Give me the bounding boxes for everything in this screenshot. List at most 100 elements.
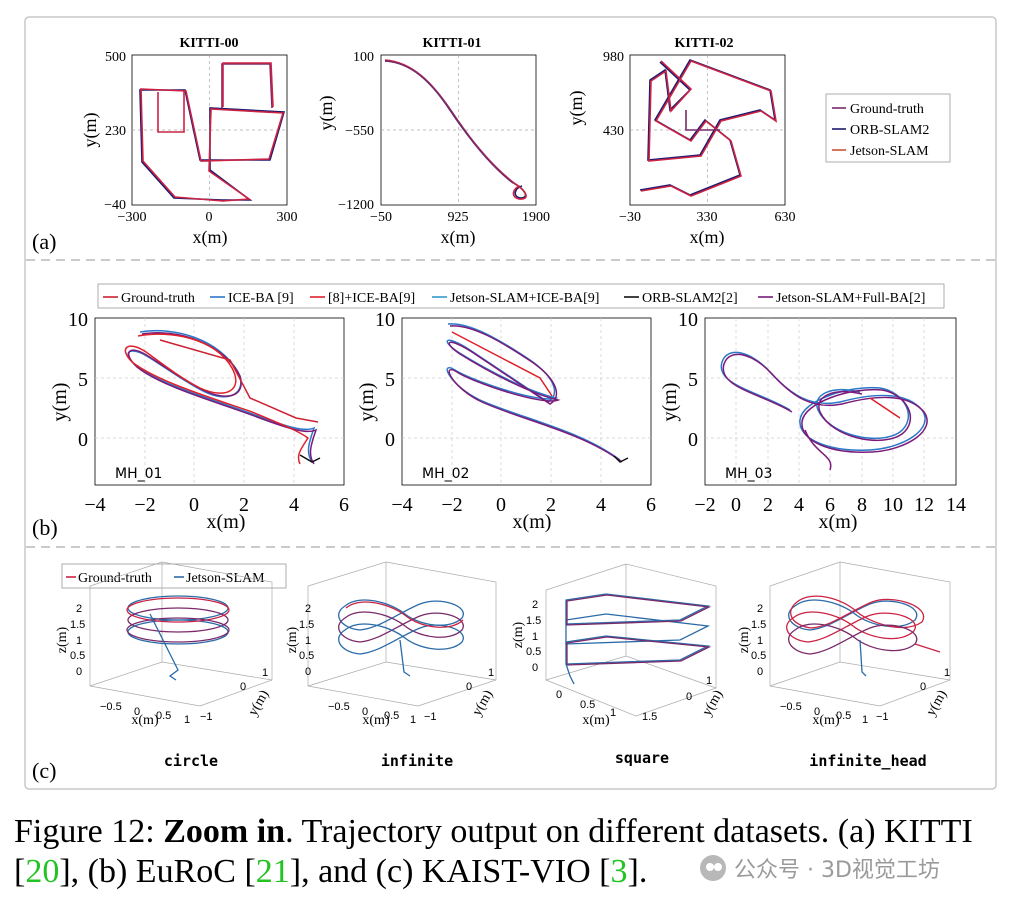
x-axis-label: x(m)	[819, 511, 858, 533]
caption-bold: Zoom in	[163, 813, 286, 850]
z-axis-label: z(m)	[55, 626, 70, 653]
mh-03-trajectories	[720, 351, 928, 471]
y-tick: 5	[78, 369, 88, 391]
svg-text:1.5: 1.5	[751, 619, 766, 631]
watermark-text: 公众号 · 3D视觉工坊	[734, 858, 940, 883]
svg-text:1.5: 1.5	[70, 619, 85, 631]
y-tick: 430	[603, 124, 624, 139]
panel-c-label: (c)	[32, 758, 56, 783]
x-axis-label: x(m)	[582, 713, 610, 728]
x-tick: −4	[391, 494, 412, 516]
x-tick: 12	[914, 494, 934, 516]
svg-text:1: 1	[757, 635, 763, 647]
square-label: square	[615, 749, 669, 767]
svg-text:−0.5: −0.5	[328, 701, 350, 713]
legend-panel-a: Ground-truth ORB-SLAM2 Jetson-SLAM	[825, 93, 951, 163]
figure-caption: Figure 12: Zoom in. Trajectory output on…	[14, 813, 973, 890]
svg-text:2: 2	[757, 603, 763, 615]
svg-text:1: 1	[76, 635, 82, 647]
y-tick: 100	[353, 50, 374, 65]
panel-b: (b) Ground-truth ICE-BA [9] [8]+ICE-BA[9…	[32, 283, 966, 540]
x-axis-label: x(m)	[207, 511, 246, 533]
svg-text:0.5: 0.5	[580, 699, 595, 711]
svg-text:2: 2	[305, 603, 311, 615]
plot-3d-infinite: z(m) x(m) y(m) 2 1.5 1 0.5 0 −0.5 0 0.5 1 −1 0 1 in…	[285, 561, 496, 770]
figure-frame	[24, 16, 997, 790]
svg-text:1.5: 1.5	[299, 619, 314, 631]
svg-text:1: 1	[610, 707, 616, 719]
x-axis-label: x(m)	[812, 713, 840, 728]
caption-text: .	[638, 853, 648, 890]
y-axis-label: y(m)	[80, 113, 101, 148]
kitti-00-trajectories	[139, 62, 286, 202]
y-tick: −40	[104, 198, 126, 213]
square-trajectories	[565, 593, 712, 685]
legend-item: Ground-truth	[78, 571, 152, 586]
x-axis-label: x(m)	[513, 511, 552, 533]
x-tick: 6	[646, 494, 656, 516]
svg-text:0: 0	[556, 689, 562, 701]
infinite-trajectories	[338, 599, 464, 677]
svg-text:1: 1	[262, 667, 268, 679]
x-tick: 330	[697, 210, 718, 225]
x-tick: 8	[857, 494, 867, 516]
x-tick: 925	[448, 210, 469, 225]
circle-trajectories	[126, 595, 230, 681]
svg-text:0: 0	[466, 681, 472, 693]
y-tick: 5	[385, 369, 395, 391]
kitti-02-title: KITTI-02	[674, 36, 733, 51]
x-axis-label: x(m)	[690, 227, 725, 248]
y-axis-label: y(m)	[49, 383, 71, 422]
svg-text:−0.5: −0.5	[780, 701, 802, 713]
y-tick: −550	[345, 124, 374, 139]
svg-text:0.5: 0.5	[70, 650, 85, 662]
y-axis-label: y(m)	[924, 687, 951, 718]
z-axis-label: z(m)	[285, 626, 300, 653]
y-tick: 10	[68, 309, 88, 331]
x-tick: 4	[289, 494, 299, 516]
svg-text:−1: −1	[876, 711, 889, 723]
x-tick: 4	[596, 494, 606, 516]
y-tick: 5	[688, 369, 698, 391]
x-tick: 10	[883, 494, 903, 516]
svg-text:0.5: 0.5	[299, 650, 314, 662]
mh-02-label: MH_02	[422, 466, 469, 482]
x-tick: 630	[775, 210, 796, 225]
y-axis-label: y(m)	[246, 687, 273, 718]
svg-text:1: 1	[706, 675, 712, 687]
x-tick: −2	[694, 494, 715, 516]
svg-text:0: 0	[920, 681, 926, 693]
legend-item: ICE-BA [9]	[228, 291, 294, 306]
plot-3d-infinite-head: z(m) x(m) y(m) 2 1.5 1 0.5 0 −0.5 0 0.5 1 −1 0 1 in…	[737, 561, 951, 770]
svg-text:0: 0	[134, 706, 140, 718]
svg-text:0: 0	[686, 691, 692, 703]
x-axis-label: x(m)	[441, 227, 476, 248]
legend-item: Jetson-SLAM	[850, 144, 929, 159]
x-tick: 2	[763, 494, 773, 516]
y-tick: 10	[375, 309, 395, 331]
circle-label: circle	[164, 752, 218, 770]
svg-text:−1: −1	[424, 711, 437, 723]
caption-text: . Trajectory output on different dataset…	[285, 813, 973, 850]
x-tick: −50	[370, 210, 392, 225]
svg-text:0.5: 0.5	[751, 650, 766, 662]
legend-item: ORB-SLAM2	[850, 123, 929, 138]
citation-link[interactable]: 3	[610, 853, 628, 890]
x-tick: 0	[731, 494, 741, 516]
kitti-00-title: KITTI-00	[179, 36, 238, 51]
citation-link[interactable]: 21	[255, 853, 290, 890]
y-tick: −1200	[338, 198, 374, 213]
x-tick: 300	[277, 210, 298, 225]
citation-link[interactable]: 20	[25, 853, 60, 890]
y-tick: 0	[688, 429, 698, 451]
svg-text:0.5: 0.5	[384, 710, 399, 722]
svg-text:1: 1	[488, 667, 494, 679]
mh-02-trajectories	[446, 323, 629, 463]
y-tick: 0	[385, 429, 395, 451]
y-tick: 980	[603, 50, 624, 65]
x-tick: 14	[946, 494, 966, 516]
x-tick: −2	[441, 494, 462, 516]
plot-mh-02: 10 5 0 −4 −2 0 2 4 6 x(m) y(m) MH_02	[356, 309, 656, 533]
caption-figure-label: Figure 12:	[14, 813, 155, 850]
x-axis-label: x(m)	[193, 227, 228, 248]
